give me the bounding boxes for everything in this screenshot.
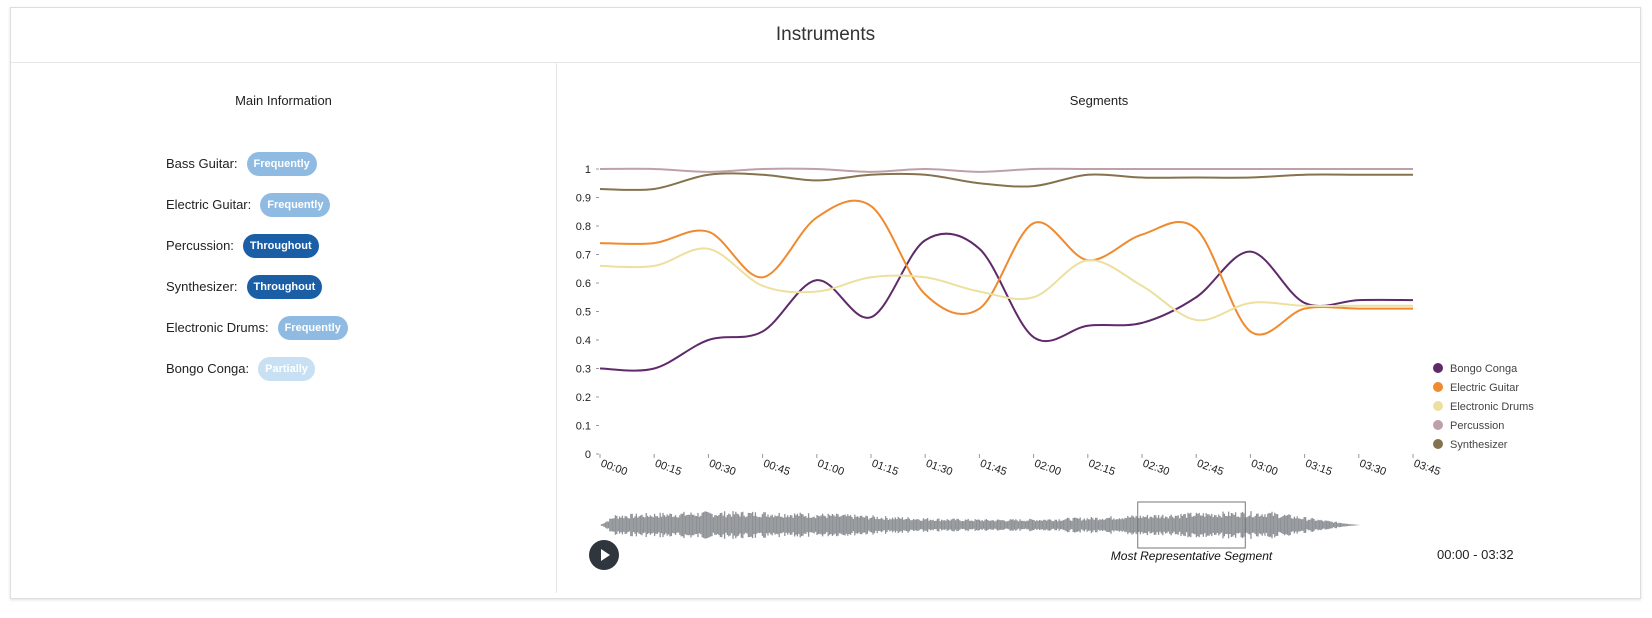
main-information-title: Main Information xyxy=(235,93,332,108)
y-tick-label: 0 xyxy=(585,449,591,461)
time-range: 00:00 - 03:32 xyxy=(1437,547,1514,562)
x-tick-label: 01:45 xyxy=(978,458,1008,479)
segments-panel: Segments 0 0.1 0.2 0.3 0.4 0.5 0.6 0.7 0.8 0.9 1 0… xyxy=(557,63,1642,593)
y-tick-label: 0.6 xyxy=(576,278,591,290)
y-tick-label: 0.3 xyxy=(576,364,591,376)
y-axis: 0 0.1 0.2 0.3 0.4 0.5 0.6 0.7 0.8 0.9 1 xyxy=(576,164,599,461)
x-tick-label: 02:30 xyxy=(1141,458,1171,479)
y-tick-label: 0.4 xyxy=(576,335,591,347)
y-tick-label: 0.8 xyxy=(576,221,591,233)
frequency-badge: Frequently xyxy=(246,151,317,176)
waveform-bars xyxy=(600,511,1360,539)
x-tick-label: 03:15 xyxy=(1304,458,1334,479)
instrument-name: Bass Guitar: xyxy=(166,156,238,171)
series-line-electronic-drums xyxy=(599,247,1413,322)
x-axis: 00:00 00:15 00:30 00:45 01:00 01:15 01:30 01:45… xyxy=(599,454,1442,478)
series-line-synthesizer xyxy=(599,172,1413,191)
segments-line-chart: 0 0.1 0.2 0.3 0.4 0.5 0.6 0.7 0.8 0.9 1 00:00 00:15… xyxy=(576,164,1535,563)
instrument-name: Bongo Conga: xyxy=(166,361,250,376)
frequency-badge: Partially xyxy=(258,356,315,381)
x-tick-label: 00:45 xyxy=(762,458,792,479)
series-line-bongo-conga xyxy=(599,232,1414,372)
legend[interactable]: Bongo Conga Electric Guitar Electronic Dru… xyxy=(1433,363,1534,451)
instrument-name: Synthesizer: xyxy=(166,279,238,294)
instrument-row-bass-guitar: Bass Guitar: Frequently xyxy=(166,143,348,184)
series-lines xyxy=(599,167,1414,372)
legend-label[interactable]: Synthesizer xyxy=(1450,439,1508,451)
legend-marker xyxy=(1433,363,1443,373)
x-tick-label: 01:15 xyxy=(870,458,900,479)
segments-title: Segments xyxy=(1069,93,1129,108)
legend-label[interactable]: Electronic Drums xyxy=(1450,401,1534,413)
frequency-badge: Frequently xyxy=(277,315,348,340)
representative-segment-label: Most Representative Segment xyxy=(1111,549,1273,563)
legend-marker xyxy=(1433,420,1443,430)
instrument-list: Bass Guitar: Frequently Electric Guitar:… xyxy=(166,143,348,389)
legend-marker xyxy=(1433,401,1443,411)
play-button[interactable] xyxy=(589,540,619,570)
y-tick-label: 0.2 xyxy=(576,392,591,404)
audio-waveform[interactable] xyxy=(600,511,1360,539)
instrument-row-electric-guitar: Electric Guitar: Frequently xyxy=(166,184,348,225)
legend-label[interactable]: Percussion xyxy=(1450,420,1504,432)
series-line-percussion xyxy=(599,167,1413,173)
y-tick-label: 0.5 xyxy=(576,307,591,319)
instrument-name: Electric Guitar: xyxy=(166,197,252,212)
frequency-badge: Throughout xyxy=(242,233,319,258)
legend-label[interactable]: Bongo Conga xyxy=(1450,363,1518,375)
x-tick-label: 00:00 xyxy=(599,458,629,479)
x-tick-label: 00:30 xyxy=(707,458,737,479)
main-information-panel: Main Information Bass Guitar: Frequently… xyxy=(11,63,557,593)
y-tick-label: 0.1 xyxy=(576,421,591,433)
representative-segment-box[interactable] xyxy=(1137,501,1246,549)
x-tick-label: 01:30 xyxy=(924,458,954,479)
instrument-name: Electronic Drums: xyxy=(166,320,269,335)
frequency-badge: Throughout xyxy=(246,274,323,299)
x-tick-label: 02:15 xyxy=(1087,458,1117,479)
x-tick-label: 02:45 xyxy=(1195,458,1225,479)
legend-label[interactable]: Electric Guitar xyxy=(1450,382,1519,394)
series-line-electric-guitar xyxy=(599,199,1413,336)
instrument-row-synthesizer: Synthesizer: Throughout xyxy=(166,266,348,307)
y-tick-label: 0.7 xyxy=(576,250,591,262)
card-title: Instruments xyxy=(11,8,1640,63)
legend-marker xyxy=(1433,439,1443,449)
x-tick-label: 03:45 xyxy=(1412,458,1442,479)
instruments-card: Instruments Main Information Bass Guitar… xyxy=(10,7,1641,599)
y-tick-label: 0.9 xyxy=(576,193,591,205)
instrument-name: Percussion: xyxy=(166,238,234,253)
instrument-row-percussion: Percussion: Throughout xyxy=(166,225,348,266)
legend-marker xyxy=(1433,382,1443,392)
x-tick-label: 03:00 xyxy=(1249,458,1279,479)
y-tick-label: 1 xyxy=(585,164,591,176)
x-tick-label: 00:15 xyxy=(653,458,683,479)
x-tick-label: 03:30 xyxy=(1358,458,1388,479)
x-tick-label: 01:00 xyxy=(816,458,846,479)
instrument-row-bongo-conga: Bongo Conga: Partially xyxy=(166,348,348,389)
frequency-badge: Frequently xyxy=(260,192,331,217)
x-tick-label: 02:00 xyxy=(1033,458,1063,479)
instrument-row-electronic-drums: Electronic Drums: Frequently xyxy=(166,307,348,348)
